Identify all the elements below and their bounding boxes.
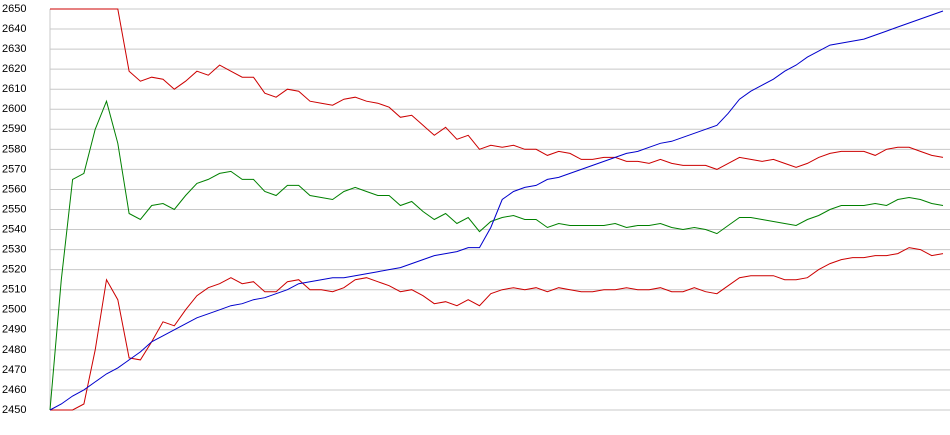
y-tick-label: 2560: [2, 183, 26, 195]
line-series: [50, 8, 944, 170]
line-series: [49, 99, 944, 411]
y-tick-label: 2540: [2, 223, 26, 235]
y-tick-label: 2610: [2, 83, 26, 95]
y-tick-label: 2600: [2, 103, 26, 115]
y-tick-label: 2650: [2, 3, 26, 15]
y-tick-label: 2640: [2, 23, 26, 35]
y-tick-label: 2580: [2, 143, 26, 155]
y-tick-label: 2620: [2, 63, 26, 75]
line-series: [50, 247, 944, 411]
y-tick-label: 2460: [2, 384, 26, 396]
y-tick-label: 2520: [2, 264, 26, 276]
y-tick-label: 2570: [2, 163, 26, 175]
y-tick-label: 2500: [2, 304, 26, 316]
y-tick-label: 2490: [2, 324, 26, 336]
y-tick-label: 2510: [2, 284, 26, 296]
y-tick-label: 2530: [2, 244, 26, 256]
y-tick-label: 2480: [2, 344, 26, 356]
y-tick-label: 2450: [2, 404, 26, 416]
y-tick-label: 2470: [2, 364, 26, 376]
line-series: [49, 10, 944, 411]
y-tick-label: 2630: [2, 43, 26, 55]
y-tick-label: 2550: [2, 203, 26, 215]
y-tick-label: 2590: [2, 123, 26, 135]
